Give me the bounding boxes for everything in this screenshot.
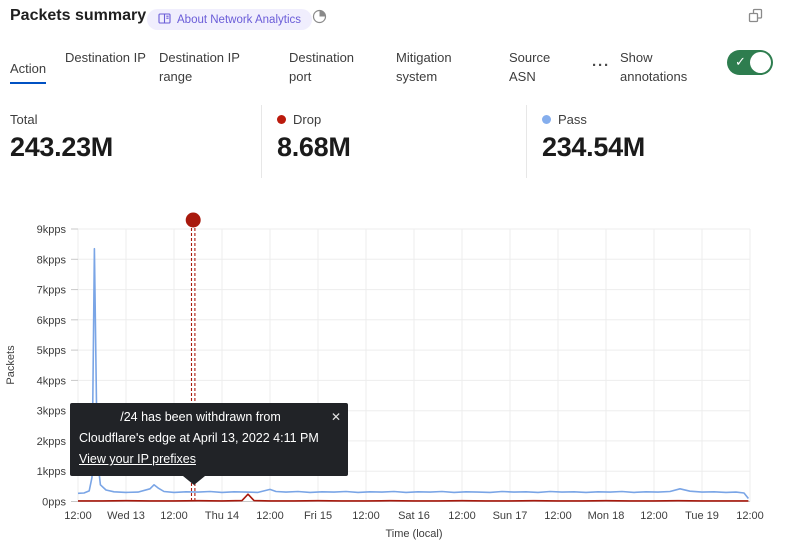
- annotation-tooltip-line2: Cloudflare's edge at April 13, 2022 4:11…: [79, 431, 319, 445]
- svg-text:0pps: 0pps: [42, 497, 66, 509]
- chart-svg[interactable]: 12:00 Wed 13 12:00 Thu 14 12:00 Fri 15 12:00 Sa…: [0, 205, 785, 555]
- svg-text:12:00: 12:00: [544, 510, 572, 522]
- tab-action[interactable]: Action: [10, 59, 47, 84]
- svg-text:9kpps: 9kpps: [37, 224, 67, 236]
- data-freshness-clock-icon[interactable]: [312, 9, 327, 29]
- view-ip-prefixes-link[interactable]: View your IP prefixes: [79, 452, 196, 466]
- packets-time-series-chart[interactable]: 12:00 Wed 13 12:00 Thu 14 12:00 Fri 15 12:00 Sa…: [0, 205, 785, 555]
- svg-text:2kpps: 2kpps: [37, 436, 67, 448]
- about-network-analytics-badge[interactable]: About Network Analytics: [147, 9, 313, 30]
- svg-text:8kpps: 8kpps: [37, 254, 67, 266]
- tab-destination-port[interactable]: Destination port: [289, 50, 355, 84]
- toggle-knob: [750, 52, 771, 73]
- y-axis-title: Packets: [5, 345, 17, 385]
- svg-text:12:00: 12:00: [448, 510, 476, 522]
- stat-drop-label: Drop: [293, 112, 322, 127]
- stat-divider: [526, 105, 527, 178]
- annotation-tooltip: /24 has been withdrawn from Cloudflare's…: [70, 403, 348, 485]
- summary-stats: Total 243.23M Drop 8.68M Pass 234.54M: [0, 100, 785, 180]
- svg-text:12:00: 12:00: [256, 510, 284, 522]
- svg-text:12:00: 12:00: [352, 510, 380, 522]
- svg-text:Thu 14: Thu 14: [205, 510, 239, 522]
- svg-text:12:00: 12:00: [640, 510, 668, 522]
- svg-text:4kpps: 4kpps: [37, 375, 67, 387]
- stat-divider: [261, 105, 262, 178]
- svg-text:1kpps: 1kpps: [37, 466, 67, 478]
- svg-text:6kpps: 6kpps: [37, 315, 67, 327]
- show-annotations-toggle[interactable]: ✓: [727, 50, 773, 75]
- svg-text:Tue 19: Tue 19: [685, 510, 719, 522]
- pass-line: [77, 247, 750, 499]
- check-icon: ✓: [735, 54, 746, 69]
- pass-legend-dot: [542, 115, 551, 124]
- annotation-tooltip-line1: /24 has been withdrawn from: [120, 410, 281, 424]
- svg-text:5kpps: 5kpps: [37, 345, 67, 357]
- stat-total-value: 243.23M: [10, 132, 113, 162]
- more-tabs-icon[interactable]: ···: [592, 57, 610, 74]
- svg-text:Wed 13: Wed 13: [107, 510, 145, 522]
- stat-pass-label: Pass: [558, 112, 587, 127]
- x-axis-title: Time (local): [385, 528, 442, 540]
- svg-text:12:00: 12:00: [160, 510, 188, 522]
- svg-text:12:00: 12:00: [64, 510, 92, 522]
- about-badge-label: About Network Analytics: [177, 13, 302, 26]
- svg-text:Sun 17: Sun 17: [493, 510, 528, 522]
- svg-text:Sat 16: Sat 16: [398, 510, 430, 522]
- book-icon: [158, 12, 171, 27]
- expand-panel-icon[interactable]: [748, 8, 763, 28]
- show-annotations-label: Show annotations: [620, 50, 688, 84]
- svg-text:3kpps: 3kpps: [37, 406, 67, 418]
- tab-source-asn[interactable]: Source ASN: [509, 50, 551, 84]
- svg-text:Mon 18: Mon 18: [588, 510, 625, 522]
- annotation-marker-dot[interactable]: [185, 212, 201, 228]
- stat-pass-value: 234.54M: [542, 132, 645, 162]
- drop-legend-dot: [277, 115, 286, 124]
- tooltip-pointer: [183, 476, 205, 485]
- dimension-tabs: Action Destination IP Destination IP ran…: [0, 44, 785, 98]
- stat-drop-value: 8.68M: [277, 132, 351, 162]
- close-icon[interactable]: ✕: [330, 410, 341, 424]
- drop-line: [78, 493, 749, 502]
- svg-text:7kpps: 7kpps: [37, 285, 67, 297]
- tab-destination-ip[interactable]: Destination IP: [65, 50, 146, 65]
- svg-text:Fri 15: Fri 15: [304, 510, 332, 522]
- page-title: Packets summary: [10, 7, 147, 24]
- stat-total-label: Total: [10, 112, 38, 127]
- tab-destination-ip-range[interactable]: Destination IP range: [159, 50, 240, 84]
- svg-text:12:00: 12:00: [736, 510, 764, 522]
- tab-mitigation-system[interactable]: Mitigation system: [396, 50, 452, 84]
